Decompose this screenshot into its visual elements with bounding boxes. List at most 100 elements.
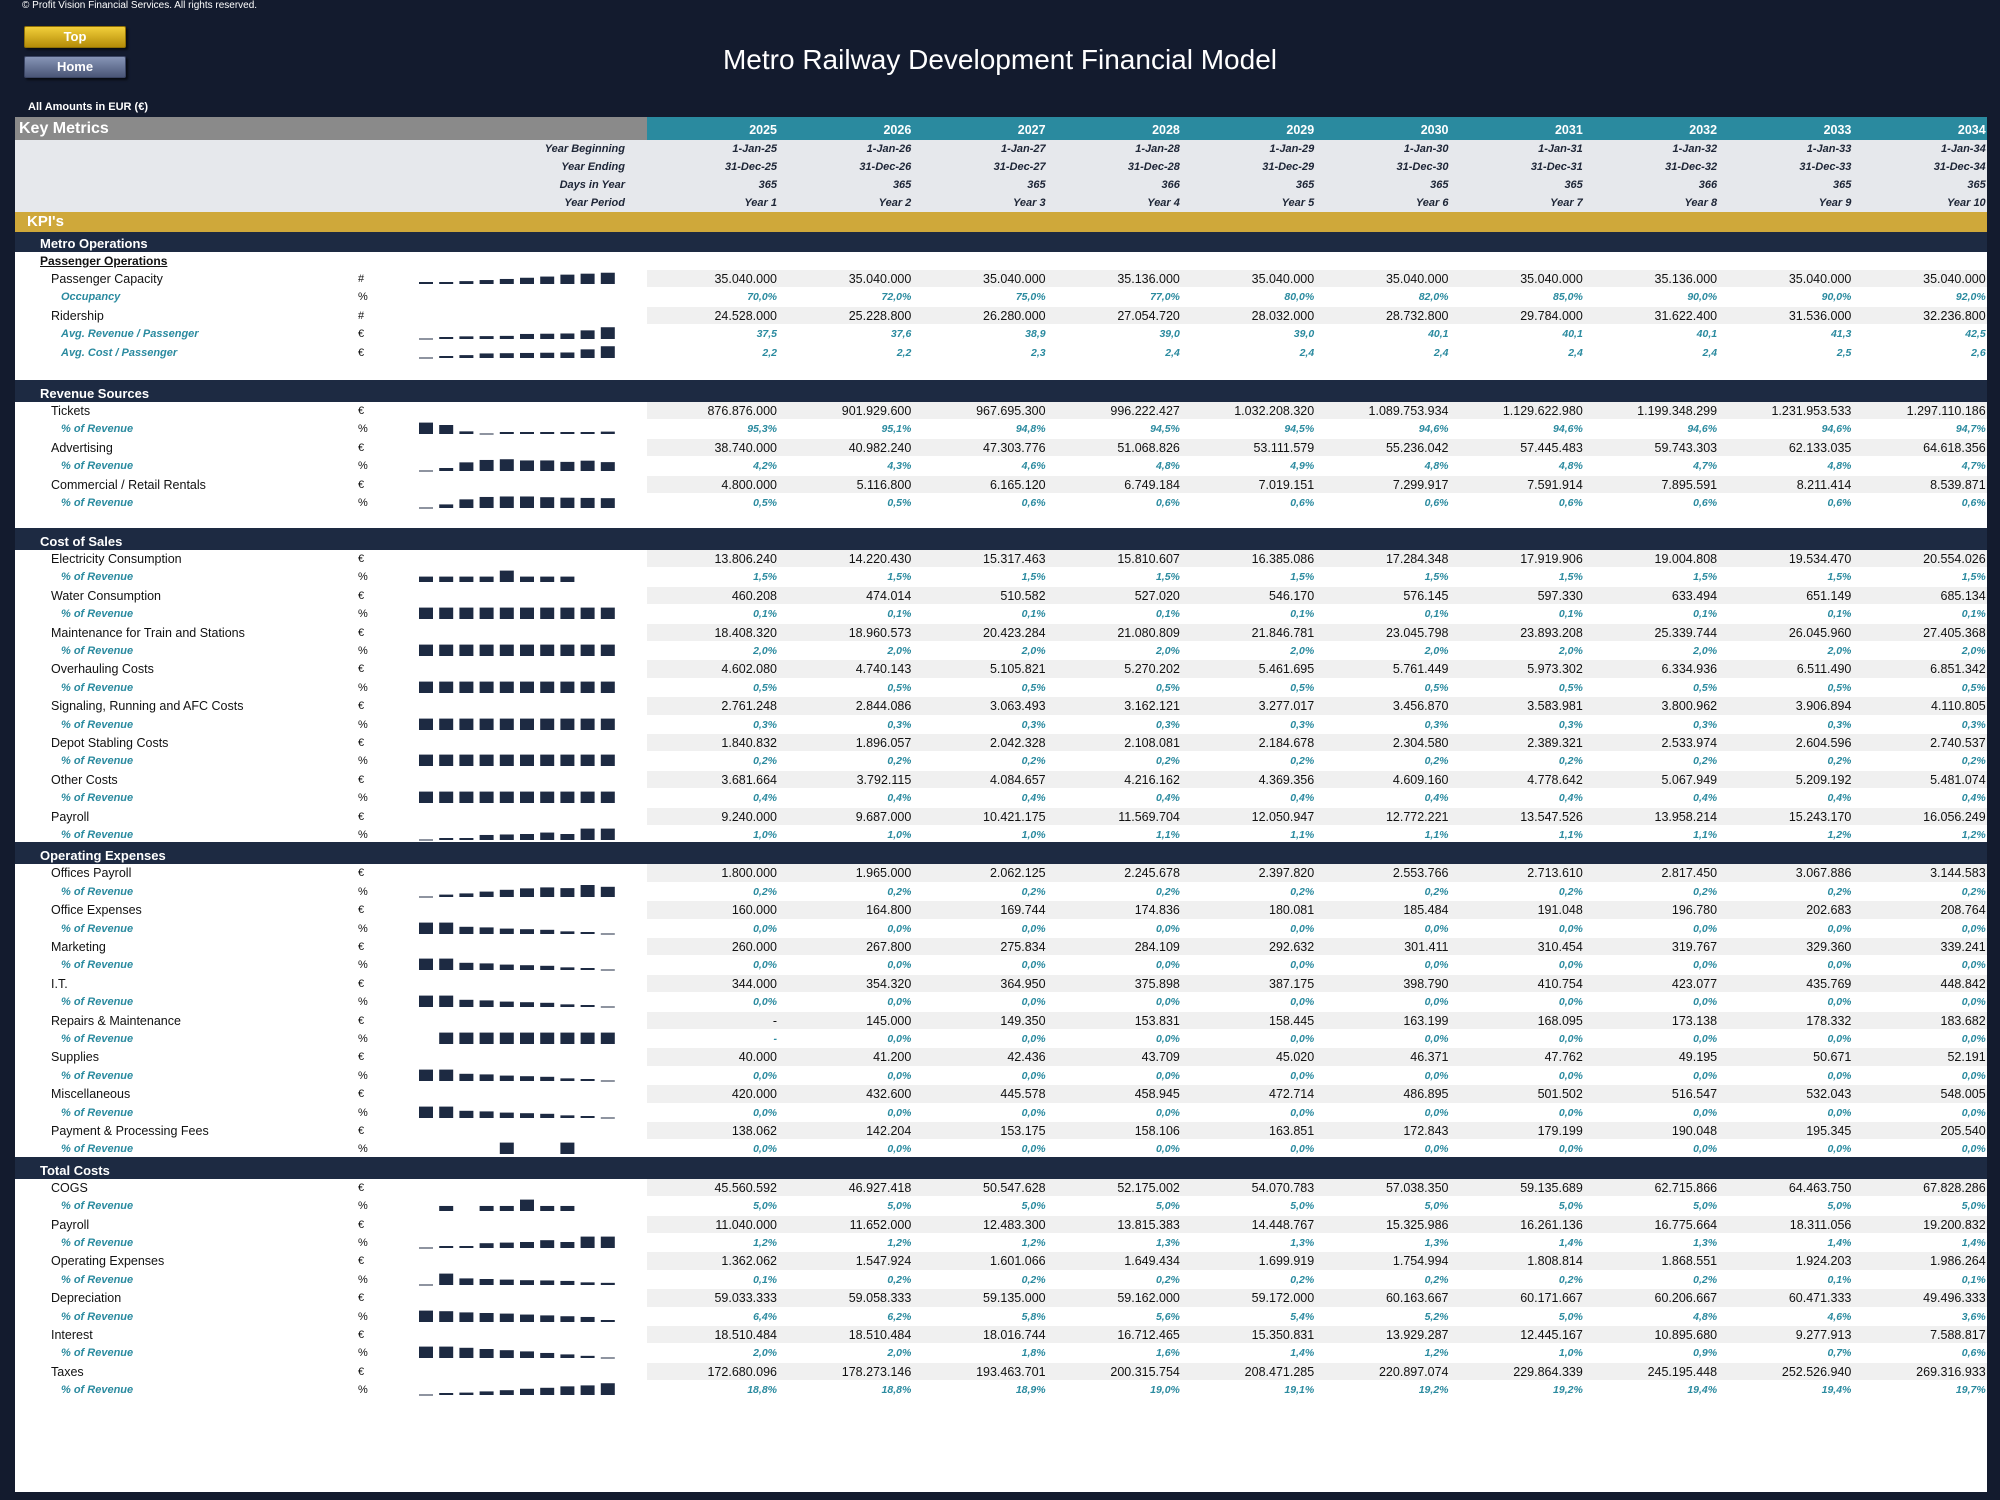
spark-bar	[419, 1106, 433, 1118]
timeline-cell: 365	[1564, 179, 1583, 191]
value-cell: 1,6%	[1155, 1347, 1180, 1360]
spark-bar	[419, 681, 433, 693]
spark-bar	[459, 1246, 474, 1248]
spark-bar	[459, 1348, 474, 1359]
percent-row: % of Revenue% 0,1% 0,1% 0,1% 0,1% 0,1% 0,1% 0,1…	[15, 605, 1987, 623]
value-cell: 94,6%	[1687, 423, 1718, 436]
value-cell: 95,1%	[881, 423, 912, 436]
value-cell: 1,1%	[1424, 829, 1449, 841]
value-cell: 2,2	[762, 346, 777, 359]
value-cell: 0,3%	[1558, 718, 1583, 731]
value-cell: 178.273.146	[841, 1364, 912, 1379]
metric-row: Other Costs €3.681.664 3.792.115 4.084.657 4…	[15, 770, 1987, 789]
value-cell: 19,0%	[1150, 1384, 1180, 1397]
value-cell: 94,5%	[1284, 423, 1315, 436]
value-cell: 0,5%	[1424, 681, 1449, 694]
spark-bar	[479, 1278, 494, 1285]
sparkline	[419, 922, 615, 935]
value-cell: 420.000	[731, 1087, 777, 1102]
spark-bar	[540, 576, 555, 583]
value-cell: 1.547.924	[855, 1254, 912, 1269]
value-cell: 0,0%	[1424, 1069, 1449, 1082]
spark-bar	[439, 894, 454, 897]
sparkline	[419, 345, 615, 359]
copyright-notice: © Profit Vision Financial Services. All …	[22, 0, 258, 11]
spark-bar	[439, 468, 454, 472]
value-cell: 6.165.120	[989, 477, 1046, 492]
value-cell: 0,4%	[1961, 792, 1986, 805]
unit-label: €	[358, 346, 365, 359]
value-cell: 292.632	[1269, 940, 1315, 954]
value-cell: 0,0%	[1424, 1143, 1449, 1156]
value-band	[647, 438, 1987, 457]
value-cell: 169.744	[1000, 903, 1046, 918]
row-label: Supplies	[51, 1050, 99, 1065]
spark-bar	[540, 1113, 555, 1118]
value-cell: 0,3%	[887, 718, 912, 731]
unit-label: €	[358, 1088, 365, 1101]
value-cell: 0,0%	[887, 1069, 912, 1082]
value-cell: 4.369.356	[1258, 772, 1315, 787]
value-cell: 0,0%	[1693, 1069, 1718, 1082]
value-band	[647, 1252, 1987, 1270]
top-button[interactable]: Top	[24, 26, 126, 48]
percent-row: Avg. Revenue / Passenger €37,5 37,6 38,9 39,…	[15, 325, 1987, 343]
spark-bar	[439, 337, 454, 340]
value-cell: 5.481.074	[1930, 772, 1986, 787]
value-cell: 15.317.463	[983, 552, 1046, 566]
metric-row: Depot Stabling Costs €1.840.832 1.896.057 2…	[15, 734, 1987, 752]
value-cell: 19,2%	[1418, 1384, 1449, 1397]
timeline-cell: 31-Dec-27	[993, 161, 1046, 173]
timeline-cell: Year 2	[878, 197, 912, 209]
value-cell: 3.067.886	[1795, 866, 1852, 881]
value-cell: 2,0%	[1021, 645, 1046, 657]
value-cell: 13.806.240	[714, 552, 777, 566]
spark-bar	[520, 1112, 534, 1118]
percent-row: % of Revenue% 0,1% 0,2% 0,2% 0,2% 0,2% 0,2% 0,2…	[15, 1271, 1987, 1289]
value-cell: 2,0%	[753, 1347, 777, 1360]
spark-bar	[580, 348, 595, 358]
spark-bar	[540, 607, 555, 620]
spark-bar	[419, 1310, 433, 1322]
value-cell: 5,0%	[1155, 1200, 1180, 1213]
timeline-cell: Year 7	[1550, 197, 1583, 209]
metric-row: Marketing €260.000 267.800 275.834 284.109 29…	[15, 938, 1987, 956]
value-cell: 57.445.483	[1520, 440, 1583, 455]
value-cell: 14.448.767	[1251, 1217, 1315, 1232]
value-cell: 8.539.871	[1930, 477, 1986, 492]
value-cell: 180.081	[1269, 903, 1315, 918]
value-cell: 0,2%	[1961, 885, 1986, 898]
value-cell: 2,0%	[887, 1347, 912, 1360]
value-cell: 37,6	[890, 328, 912, 341]
value-cell: 25.228.800	[848, 308, 912, 323]
percent-row: % of Revenue% 0,0% 0,0% 0,0% 0,0% 0,0% 0,0% 0,0…	[15, 1104, 1987, 1122]
value-cell: 0,0%	[1424, 996, 1449, 1009]
section-title-key-metrics: Key Metrics	[15, 117, 647, 140]
value-cell: 5,8%	[1021, 1310, 1046, 1323]
value-band	[647, 1122, 1987, 1140]
spark-bar	[580, 1115, 595, 1118]
passenger-operations-subheader: Passenger Operations	[15, 252, 1987, 270]
spark-bar	[540, 644, 555, 656]
spark-bar	[520, 834, 534, 840]
value-cell: 410.754	[1537, 976, 1583, 991]
value-cell: 0,6%	[1827, 497, 1852, 509]
value-cell: 8.211.414	[1796, 477, 1852, 492]
home-button[interactable]: Home	[24, 56, 126, 78]
spark-bar	[580, 1282, 595, 1285]
value-cell: 5,0%	[1961, 1200, 1986, 1213]
spark-bar	[540, 966, 555, 971]
value-cell: 183.682	[1940, 1013, 1986, 1028]
row-label: % of Revenue	[61, 718, 134, 731]
value-cell: 310.454	[1537, 940, 1583, 954]
value-cell: 3.063.493	[989, 699, 1046, 714]
spark-bar	[499, 1313, 514, 1322]
value-cell: 40,1	[1696, 328, 1718, 341]
spark-bar	[499, 278, 514, 284]
spark-bar	[560, 1280, 575, 1285]
value-cell: 178.332	[1806, 1013, 1852, 1028]
value-cell: 1.129.622.980	[1502, 404, 1583, 418]
row-label: Payroll	[51, 809, 90, 824]
value-cell: 43.709	[1141, 1050, 1180, 1065]
value-cell: 12.445.167	[1520, 1328, 1583, 1342]
